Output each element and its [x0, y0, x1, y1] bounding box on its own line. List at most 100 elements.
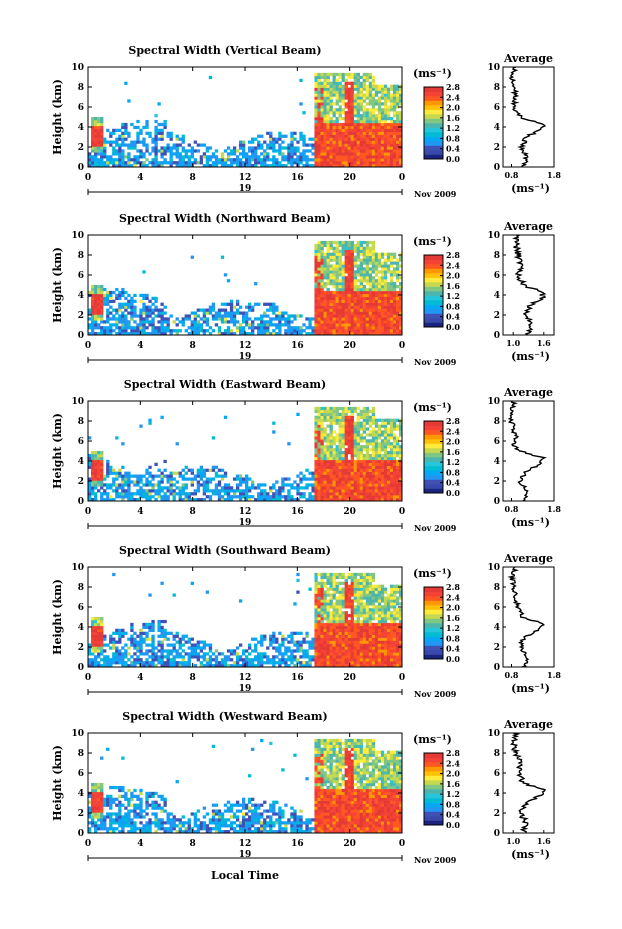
- heatmap-cell: [223, 489, 228, 493]
- heatmap-cell: [314, 409, 318, 414]
- heatmap-cell: [323, 134, 327, 138]
- heatmap-cell: [317, 317, 321, 321]
- heatmap-cell: [269, 140, 273, 144]
- heatmap-cell: [160, 155, 164, 159]
- heatmap-cell: [359, 412, 364, 416]
- heatmap-cell: [148, 332, 152, 336]
- heatmap-cell: [335, 161, 339, 165]
- heatmap-cell: [106, 664, 110, 668]
- heatmap-cell: [205, 468, 210, 472]
- heatmap-cell: [398, 498, 403, 502]
- heatmap-cell: [133, 480, 137, 484]
- heatmap-cell: [326, 114, 330, 118]
- avg-x-tick-label: 1.0: [506, 338, 520, 348]
- heatmap-cell: [350, 137, 354, 141]
- heatmap-cell: [332, 442, 336, 446]
- heatmap-cell: [353, 471, 358, 475]
- heatmap-cell: [323, 282, 327, 286]
- heatmap-cell: [317, 433, 321, 437]
- heatmap-cell: [353, 93, 358, 97]
- heatmap-cell: [320, 117, 324, 121]
- heatmap-cell: [251, 495, 255, 499]
- heatmap-cell: [103, 143, 107, 147]
- heatmap-cell: [371, 99, 376, 103]
- heatmap-cell: [145, 471, 149, 475]
- heatmap-cell: [175, 471, 179, 475]
- heatmap-cell: [380, 299, 385, 303]
- heatmap-cell: [314, 462, 318, 466]
- heatmap-cell: [344, 143, 348, 147]
- colorbar-frame: [423, 420, 444, 494]
- heatmap-cell: [178, 320, 182, 324]
- heatmap-cell: [350, 492, 354, 496]
- heatmap-cell: [263, 161, 267, 165]
- heatmap-cell: [377, 152, 382, 156]
- heatmap-cell: [389, 255, 394, 259]
- heatmap-cell: [208, 489, 213, 493]
- heatmap-cell: [389, 433, 394, 437]
- heatmap-cell: [323, 267, 327, 271]
- heatmap-cell: [293, 480, 297, 484]
- avg-y-tick-label: 10: [487, 63, 500, 73]
- heatmap-cell: [103, 149, 107, 153]
- heatmap-cell: [329, 495, 333, 499]
- heatmap-cell: [136, 477, 140, 481]
- heatmap-cell: [353, 293, 358, 298]
- heatmap-cell: [220, 255, 225, 259]
- heatmap-cell: [281, 140, 285, 144]
- heatmap-cell: [154, 329, 158, 333]
- heatmap-cell: [320, 448, 324, 452]
- heatmap-cell: [383, 471, 388, 475]
- heatmap-cell: [317, 273, 321, 277]
- heatmap-cell: [278, 311, 282, 315]
- heatmap-cell: [359, 164, 364, 168]
- heatmap-cell: [302, 329, 306, 333]
- heatmap-cell: [181, 164, 185, 168]
- heatmap-cell: [172, 320, 176, 324]
- heatmap-cell: [338, 287, 342, 292]
- heatmap-cell: [148, 480, 152, 484]
- heatmap-cell: [145, 158, 149, 162]
- heatmap-cell: [121, 140, 125, 144]
- heatmap-cell: [341, 474, 345, 478]
- heatmap-cell: [374, 462, 379, 466]
- heatmap-cell: [314, 293, 318, 298]
- heatmap-cell: [314, 111, 318, 115]
- heatmap-cell: [100, 158, 104, 162]
- heatmap-cell: [91, 462, 95, 466]
- heatmap-cell: [127, 311, 131, 315]
- heatmap-cell: [154, 474, 158, 478]
- heatmap-cell: [353, 152, 358, 156]
- heatmap-cell: [320, 75, 324, 80]
- heatmap-cell: [386, 158, 391, 162]
- heatmap-cell: [353, 436, 358, 440]
- heatmap-cell: [317, 243, 321, 248]
- heatmap-cell: [365, 75, 370, 80]
- heatmap-cell: [91, 122, 95, 127]
- heatmap-cell: [356, 140, 361, 144]
- heatmap-cell: [296, 492, 300, 496]
- heatmap-cell: [290, 149, 294, 153]
- heatmap-cell: [377, 161, 382, 165]
- heatmap-cell: [365, 311, 370, 315]
- heatmap-cell: [151, 311, 155, 315]
- heatmap-cell: [329, 424, 333, 428]
- heatmap-cell: [326, 152, 330, 156]
- heatmap-cell: [106, 314, 110, 318]
- heatmap-cell: [380, 137, 385, 141]
- heatmap-cell: [91, 489, 95, 493]
- heatmap-cell: [332, 293, 336, 298]
- heatmap-cell: [374, 445, 379, 449]
- heatmap-cell: [263, 302, 267, 306]
- heatmap-cell: [356, 311, 361, 315]
- heatmap-cell: [251, 658, 255, 662]
- heatmap-cell: [347, 249, 351, 253]
- heatmap-cell: [350, 486, 354, 490]
- heatmap-cell: [392, 308, 397, 312]
- heatmap-cell: [217, 311, 222, 315]
- heatmap-cell: [338, 462, 342, 466]
- heatmap-cell: [338, 240, 342, 245]
- heatmap-cell: [398, 134, 403, 138]
- heatmap-cell: [320, 439, 324, 443]
- heatmap-cell: [341, 93, 345, 97]
